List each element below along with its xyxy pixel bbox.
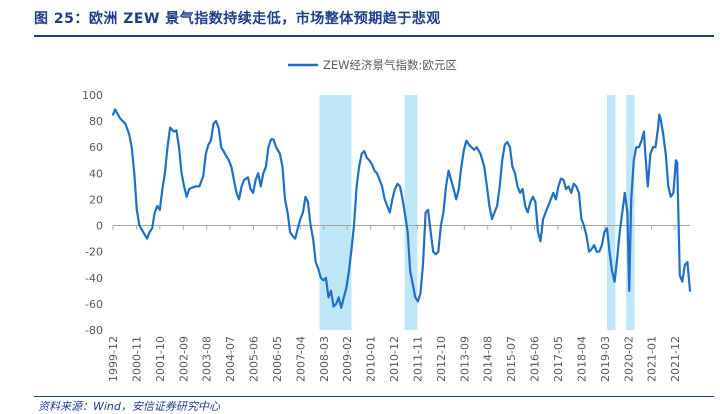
y-tick-label: 100 — [82, 89, 103, 102]
y-tick-label: 20 — [89, 193, 103, 206]
x-tick-label: 2004-07 — [224, 336, 237, 382]
x-tick-label: 2015-07 — [505, 336, 518, 382]
series-line-1 — [112, 108, 692, 309]
x-tick-label: 1999-12 — [107, 336, 120, 382]
y-tick-label: -60 — [85, 298, 103, 311]
y-axis: -80 -60 -40 -20 0 20 40 60 80 100 — [82, 89, 103, 337]
x-tick-label: 2007-04 — [294, 336, 307, 382]
x-tick-label: 2014-08 — [482, 336, 495, 382]
x-tick-label: 2010-12 — [388, 336, 401, 382]
y-tick-label: 60 — [89, 141, 103, 154]
series-group — [112, 108, 692, 309]
x-tick-label: 2000-11 — [130, 336, 143, 382]
x-tick-label: 2012-10 — [435, 336, 448, 382]
shaded-band-3 — [606, 95, 616, 330]
recession-bands — [319, 95, 635, 330]
x-tick-label: 2021-01 — [646, 336, 659, 382]
y-tick-label: 0 — [96, 220, 103, 233]
title-rule — [34, 35, 714, 37]
x-tick-label: 2003-08 — [201, 336, 214, 382]
x-tick-label: 2011-11 — [411, 336, 424, 382]
y-tick-label: -80 — [85, 324, 103, 337]
x-tick-label: 2016-06 — [529, 336, 542, 382]
shaded-band-2 — [404, 95, 418, 330]
x-axis: 1999-12 2000-11 2001-10 2002-09 2003-08 2004-… — [107, 225, 690, 382]
x-tick-label: 2018-04 — [575, 336, 588, 382]
source-note: 资料来源：Wind，安信证券研究中心 — [38, 400, 220, 413]
x-tick-label: 2019-03 — [599, 336, 612, 382]
legend: ZEW经济景气指数:欧元区 — [288, 58, 457, 72]
y-tick-label: -20 — [85, 246, 103, 259]
y-tick-label: 80 — [89, 115, 103, 128]
x-tick-label: 2006-05 — [271, 336, 284, 382]
x-tick-label: 2002-09 — [177, 336, 190, 382]
shaded-band-1 — [319, 95, 352, 330]
x-tick-label: 2017-05 — [552, 336, 565, 382]
x-tick-label: 2001-10 — [154, 336, 167, 382]
legend-label: ZEW经济景气指数:欧元区 — [323, 58, 457, 72]
x-tick-label: 2009-02 — [341, 336, 354, 382]
figure-title: 图 25：欧洲 ZEW 景气指数持续走低，市场整体预期趋于悲观 — [34, 11, 441, 27]
x-tick-label: 2008-03 — [318, 336, 331, 382]
x-tick-label: 2020-02 — [622, 336, 635, 382]
y-tick-label: 40 — [89, 167, 103, 180]
source-rule — [34, 396, 714, 397]
x-tick-label: 2021-12 — [669, 336, 682, 382]
x-tick-label: 2005-06 — [248, 336, 261, 382]
x-tick-label: 2013-09 — [458, 336, 471, 382]
y-tick-label: -40 — [85, 272, 103, 285]
x-tick-label: 2010-01 — [365, 336, 378, 382]
